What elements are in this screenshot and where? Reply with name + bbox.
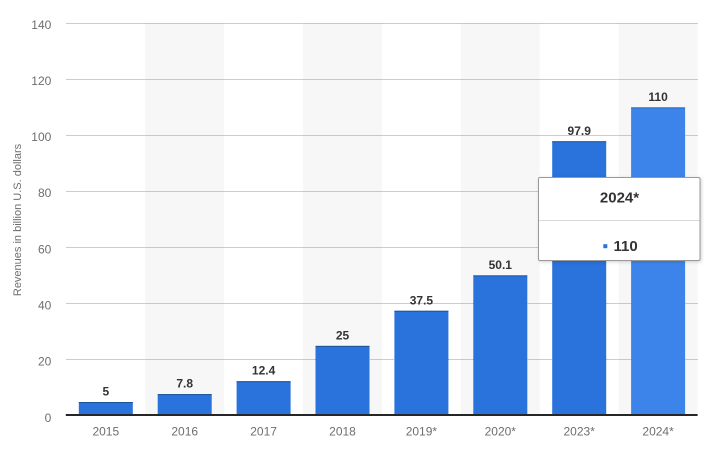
svg-text:25: 25 (336, 328, 350, 342)
svg-text:100: 100 (31, 130, 51, 144)
svg-text:2023*: 2023* (564, 425, 596, 439)
svg-text:2016: 2016 (171, 425, 198, 439)
svg-text:2024*: 2024* (600, 189, 639, 206)
svg-text:2019*: 2019* (406, 425, 438, 439)
svg-text:140: 140 (31, 18, 51, 32)
svg-text:2017: 2017 (250, 425, 277, 439)
svg-text:37.5: 37.5 (410, 293, 434, 307)
svg-text:7.8: 7.8 (176, 377, 193, 391)
svg-text:Revenues in billion U.S. dolla: Revenues in billion U.S. dollars (12, 143, 24, 296)
svg-text:2018: 2018 (329, 425, 356, 439)
svg-text:5: 5 (102, 385, 109, 399)
svg-text:120: 120 (31, 74, 51, 88)
svg-text:97.9: 97.9 (568, 124, 592, 138)
svg-text:2015: 2015 (92, 425, 119, 439)
svg-text:2024*: 2024* (642, 425, 674, 439)
svg-text:110: 110 (614, 238, 638, 255)
svg-text:0: 0 (45, 411, 52, 425)
svg-text:50.1: 50.1 (489, 258, 513, 272)
svg-text:2020*: 2020* (485, 425, 517, 439)
svg-text:60: 60 (38, 242, 52, 256)
svg-text:20: 20 (38, 355, 52, 369)
svg-text:110: 110 (648, 90, 668, 104)
svg-text:12.4: 12.4 (252, 364, 276, 378)
svg-text:40: 40 (38, 299, 52, 313)
svg-text:80: 80 (38, 186, 52, 200)
